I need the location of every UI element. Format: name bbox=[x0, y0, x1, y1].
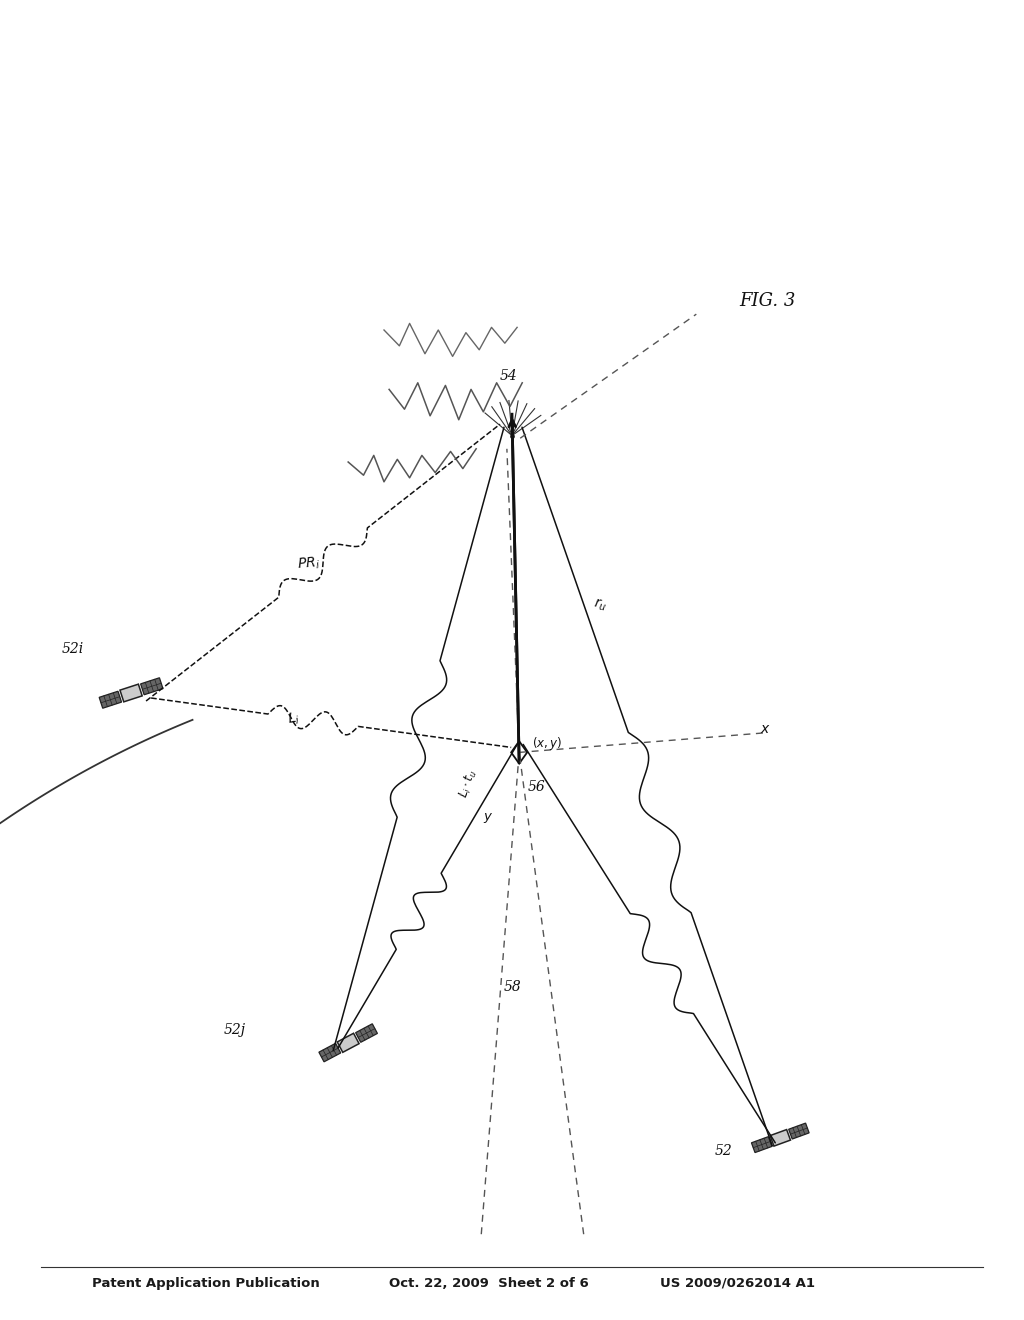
Text: 58: 58 bbox=[504, 981, 521, 994]
Text: $x$: $x$ bbox=[760, 722, 770, 735]
Text: 56: 56 bbox=[527, 780, 545, 793]
Polygon shape bbox=[318, 1043, 341, 1061]
Polygon shape bbox=[99, 692, 122, 709]
Text: $r_u$: $r_u$ bbox=[592, 595, 608, 614]
Polygon shape bbox=[337, 1034, 359, 1052]
Text: 52i: 52i bbox=[61, 643, 84, 656]
Text: 52: 52 bbox=[715, 1144, 732, 1158]
Text: 54: 54 bbox=[500, 370, 517, 383]
Text: $PR_i$: $PR_i$ bbox=[297, 554, 321, 573]
Polygon shape bbox=[788, 1123, 809, 1139]
Polygon shape bbox=[752, 1137, 772, 1152]
Text: 52j: 52j bbox=[223, 1023, 245, 1036]
Text: FIG. 3: FIG. 3 bbox=[739, 292, 796, 310]
Text: $L_i$: $L_i$ bbox=[287, 710, 301, 729]
Text: $(x,y)$: $(x,y)$ bbox=[532, 735, 562, 751]
Text: $y$: $y$ bbox=[483, 812, 494, 825]
Polygon shape bbox=[120, 684, 142, 702]
Text: US 2009/0262014 A1: US 2009/0262014 A1 bbox=[660, 1276, 815, 1290]
Text: $L_i \cdot t_u$: $L_i \cdot t_u$ bbox=[457, 768, 480, 800]
Polygon shape bbox=[770, 1130, 791, 1146]
Polygon shape bbox=[140, 677, 163, 694]
Text: Oct. 22, 2009  Sheet 2 of 6: Oct. 22, 2009 Sheet 2 of 6 bbox=[389, 1276, 589, 1290]
Polygon shape bbox=[355, 1024, 378, 1043]
Polygon shape bbox=[511, 742, 527, 763]
Text: Patent Application Publication: Patent Application Publication bbox=[92, 1276, 319, 1290]
